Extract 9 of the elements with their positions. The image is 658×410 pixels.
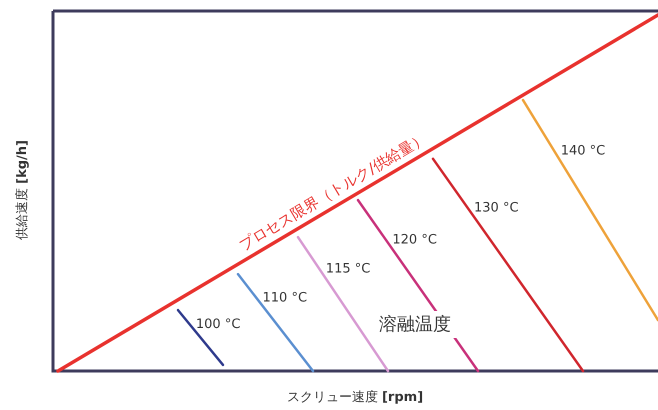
series-label: 115 °C [326, 262, 370, 277]
x-axis-title: スクリュー速度 [rpm] [286, 389, 424, 405]
series-label: 100 °C [196, 317, 240, 332]
series-label: 120 °C [392, 232, 437, 248]
y-axis-title: 供給速度 [kg/h] [14, 140, 30, 240]
series-label: 130 °C [474, 200, 519, 216]
annotation: 溶融温度 [379, 314, 451, 335]
series-label: 110 °C [262, 290, 308, 306]
series-label: 140 °C [560, 143, 606, 158]
